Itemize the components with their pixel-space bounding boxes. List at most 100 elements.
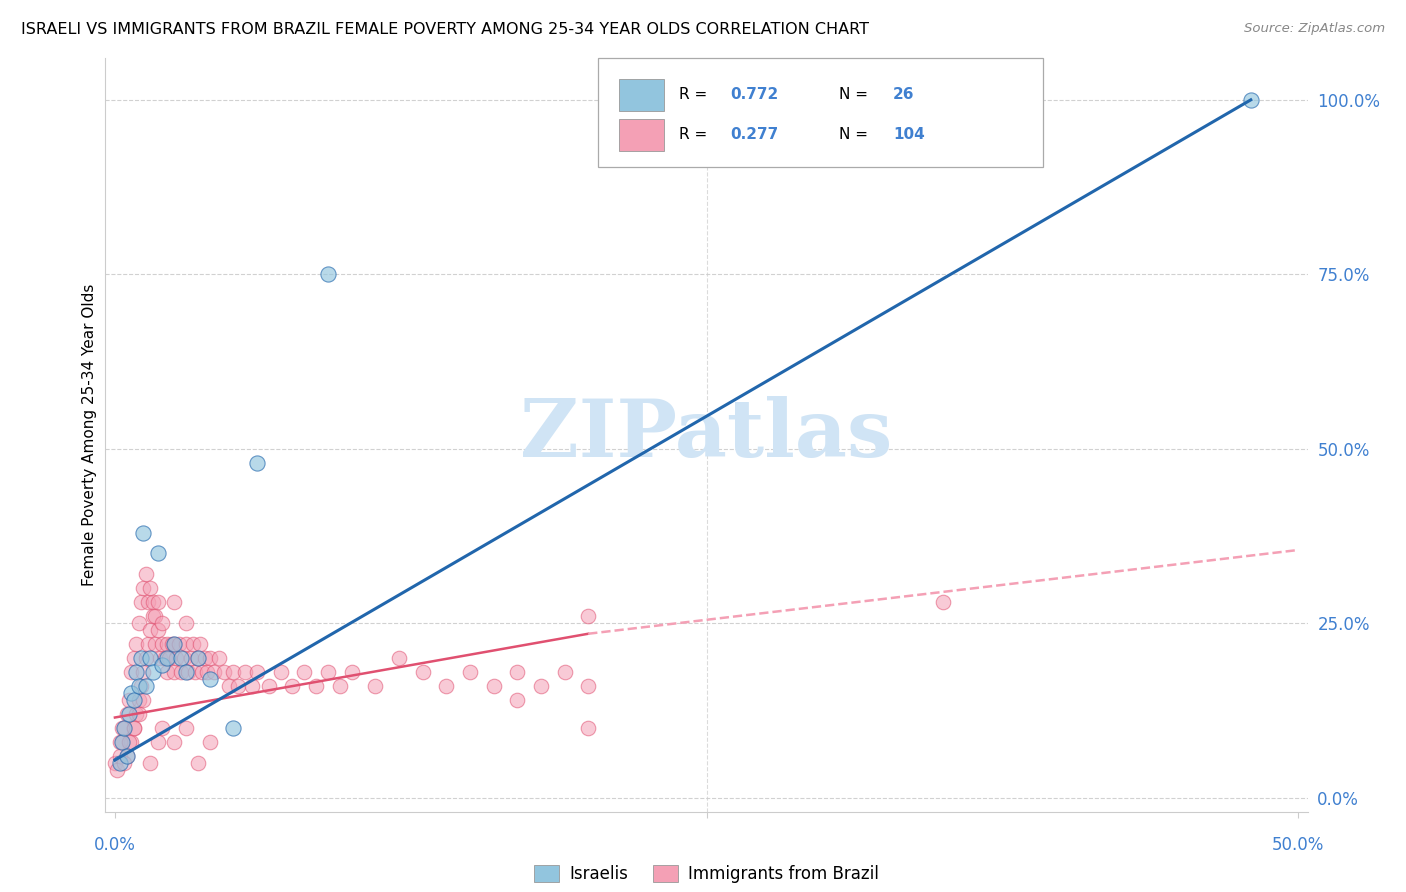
Legend: Israelis, Immigrants from Brazil: Israelis, Immigrants from Brazil	[527, 859, 886, 890]
Point	[434, 679, 457, 693]
Point	[112, 756, 135, 770]
Point	[198, 651, 221, 665]
Point	[125, 706, 148, 721]
Point	[111, 735, 134, 749]
Point	[246, 665, 269, 680]
Point	[129, 595, 152, 609]
Point	[222, 665, 245, 680]
Point	[132, 693, 155, 707]
Text: 0.277: 0.277	[731, 127, 779, 142]
Point	[108, 748, 131, 763]
Point	[388, 651, 411, 665]
Point	[122, 721, 145, 735]
Point	[167, 637, 190, 651]
Point	[132, 665, 155, 680]
Text: 104: 104	[893, 127, 925, 142]
Point	[208, 651, 231, 665]
Point	[146, 547, 169, 561]
Point	[150, 658, 173, 673]
Point	[157, 651, 180, 665]
Point	[530, 679, 553, 693]
Point	[143, 609, 166, 624]
Point	[270, 665, 292, 680]
Point	[121, 686, 143, 700]
Point	[177, 665, 200, 680]
Point	[281, 679, 304, 693]
Point	[187, 651, 209, 665]
Point	[188, 637, 211, 651]
Point	[139, 756, 162, 770]
Text: 0.0%: 0.0%	[94, 836, 136, 855]
Point	[125, 637, 148, 651]
Point	[150, 721, 173, 735]
Point	[128, 616, 150, 631]
Point	[1240, 93, 1263, 107]
Point	[170, 651, 193, 665]
FancyBboxPatch shape	[599, 58, 1043, 168]
Point	[136, 637, 159, 651]
Point	[329, 679, 352, 693]
Point	[139, 582, 162, 596]
Point	[173, 651, 195, 665]
Point	[191, 665, 214, 680]
Point	[163, 665, 186, 680]
Point	[340, 665, 363, 680]
Point	[184, 665, 207, 680]
Point	[118, 735, 141, 749]
Point	[139, 651, 162, 665]
Point	[115, 748, 138, 763]
Point	[316, 268, 339, 282]
Text: R =: R =	[679, 127, 711, 142]
Point	[163, 637, 186, 651]
Point	[136, 595, 159, 609]
Point	[165, 651, 187, 665]
Point	[108, 756, 131, 770]
Point	[226, 679, 249, 693]
FancyBboxPatch shape	[619, 79, 665, 111]
Text: 50.0%: 50.0%	[1272, 836, 1324, 855]
Point	[292, 665, 315, 680]
Point	[142, 609, 165, 624]
Point	[174, 665, 197, 680]
Point	[160, 637, 183, 651]
Point	[218, 679, 240, 693]
Point	[112, 721, 135, 735]
Point	[122, 651, 145, 665]
Point	[482, 679, 505, 693]
Point	[112, 721, 135, 735]
Point	[195, 665, 218, 680]
Point	[146, 735, 169, 749]
Point	[111, 735, 134, 749]
Point	[129, 651, 152, 665]
Point	[122, 693, 145, 707]
Point	[576, 679, 599, 693]
Point	[576, 721, 599, 735]
Point	[163, 637, 186, 651]
Text: ZIPatlas: ZIPatlas	[520, 396, 893, 474]
Point	[506, 665, 529, 680]
Point	[118, 706, 141, 721]
Point	[135, 651, 157, 665]
Point	[146, 624, 169, 638]
Point	[202, 665, 225, 680]
Point	[240, 679, 263, 693]
Point	[198, 735, 221, 749]
Point	[115, 748, 138, 763]
Point	[105, 763, 128, 777]
Y-axis label: Female Poverty Among 25-34 Year Olds: Female Poverty Among 25-34 Year Olds	[82, 284, 97, 586]
Text: 0.772: 0.772	[731, 87, 779, 102]
Point	[174, 637, 197, 651]
Point	[506, 693, 529, 707]
Text: R =: R =	[679, 87, 711, 102]
Point	[212, 665, 235, 680]
Point	[139, 624, 162, 638]
Point	[174, 616, 197, 631]
Point	[129, 679, 152, 693]
Point	[316, 665, 339, 680]
Point	[150, 637, 173, 651]
Point	[122, 721, 145, 735]
Text: Source: ZipAtlas.com: Source: ZipAtlas.com	[1244, 22, 1385, 36]
Point	[458, 665, 481, 680]
Point	[187, 651, 209, 665]
Point	[156, 665, 179, 680]
